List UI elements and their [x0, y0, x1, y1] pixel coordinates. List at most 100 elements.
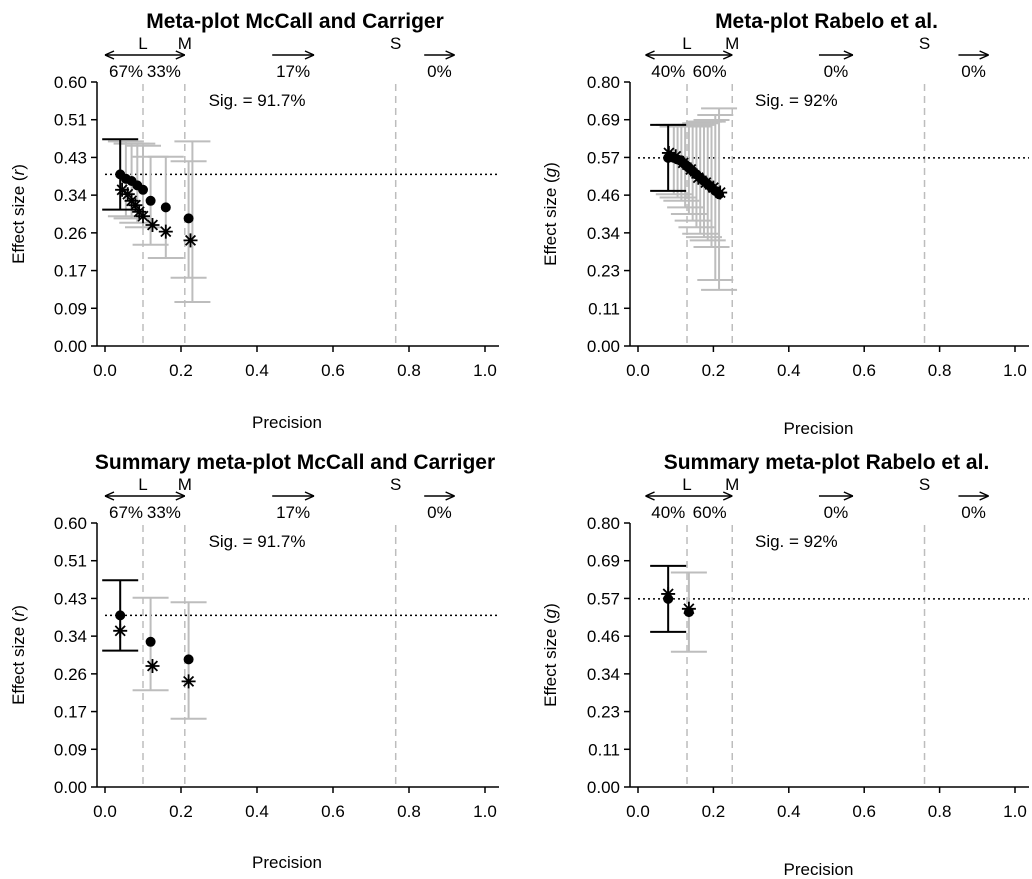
- arrow-head-right: [304, 491, 315, 501]
- data-point-star: [668, 149, 683, 164]
- region-label-L: L: [138, 475, 147, 494]
- region-percent: 40%: [651, 62, 685, 81]
- y-tick-label: 0.26: [54, 665, 87, 684]
- y-axis-label-prefix: Effect size (: [9, 616, 28, 705]
- y-tick-label: 0.69: [587, 552, 620, 571]
- y-axis-label-prefix: Effect size (: [9, 175, 28, 264]
- arrow-head-right: [304, 50, 315, 60]
- data-point-dot: [183, 213, 194, 224]
- region-percent: 0%: [824, 62, 849, 81]
- data-point-star: [128, 198, 143, 213]
- y-tick-label: 0.57: [587, 589, 620, 608]
- y-tick-label: 0.17: [54, 703, 87, 722]
- region-percent: 60%: [693, 503, 727, 522]
- data-point-dot: [138, 184, 148, 195]
- y-tick-label: 0.11: [588, 299, 620, 318]
- y-axis-label: Effect size (g): [541, 162, 560, 266]
- y-tick-label: 0.26: [54, 224, 87, 243]
- region-percent: 0%: [427, 62, 452, 81]
- x-tick-label: 0.4: [777, 361, 801, 380]
- data-point-star: [113, 623, 128, 638]
- region-label-L: L: [682, 475, 691, 494]
- y-tick-label: 0.00: [587, 778, 620, 797]
- arrow-head-right: [445, 491, 455, 501]
- arrow-head-left: [645, 491, 655, 501]
- y-axis-label-suffix: ): [9, 605, 28, 611]
- arrow-head-right: [175, 50, 186, 60]
- data-point-star: [691, 170, 706, 185]
- data-point-dot: [145, 195, 156, 206]
- region-percent: 67%: [109, 503, 143, 522]
- significance-label: Sig. = 91.7%: [209, 532, 306, 551]
- arrow-head-right: [175, 491, 186, 501]
- y-tick-label: 0.23: [587, 703, 620, 722]
- data-point-star: [681, 601, 696, 616]
- data-point-star: [145, 659, 160, 673]
- y-tick-label: 0.34: [54, 627, 87, 646]
- data-point-star: [120, 187, 135, 202]
- data-point-star: [115, 182, 130, 197]
- y-axis-label: Effect size (r): [9, 605, 28, 705]
- y-axis-label-prefix: Effect size (: [541, 618, 560, 707]
- y-axis-label-variable: r: [9, 609, 28, 616]
- data-point-star: [676, 155, 691, 170]
- y-axis-label-variable: g: [541, 167, 560, 177]
- y-tick-label: 0.80: [587, 514, 620, 533]
- y-tick-label: 0.17: [54, 262, 87, 281]
- x-tick-label: 0.0: [626, 802, 650, 821]
- y-tick-label: 0.60: [54, 73, 87, 92]
- region-percent: 0%: [961, 503, 986, 522]
- x-tick-label: 0.4: [245, 361, 269, 380]
- data-point-dot: [183, 654, 194, 665]
- y-axis-label-suffix: ): [9, 164, 28, 170]
- y-tick-label: 0.09: [54, 740, 87, 759]
- x-tick-label: 1.0: [1003, 361, 1027, 380]
- y-axis-label-suffix: ): [541, 603, 560, 609]
- region-label-S: S: [390, 475, 401, 494]
- x-tick-label: 1.0: [473, 802, 497, 821]
- x-tick-label: 0.6: [852, 361, 876, 380]
- y-tick-label: 0.60: [54, 514, 87, 533]
- arrow-head-right: [979, 50, 989, 60]
- arrow-head-right: [722, 491, 733, 501]
- chart-title: Meta-plot McCall and Carriger: [146, 10, 444, 33]
- significance-label: Sig. = 92%: [755, 532, 838, 551]
- x-tick-label: 1.0: [1003, 802, 1027, 821]
- y-tick-label: 0.69: [587, 111, 620, 130]
- region-percent: 17%: [276, 503, 310, 522]
- y-tick-label: 0.23: [587, 262, 620, 281]
- region-label-S: S: [919, 475, 930, 494]
- significance-label: Sig. = 92%: [755, 91, 838, 110]
- chart-panel-2: Meta-plot Rabelo et al. L M S 40% 60% 0% 0% Sig.…: [541, 10, 1029, 438]
- y-tick-label: 0.51: [54, 552, 87, 571]
- y-tick-label: 0.57: [587, 148, 620, 167]
- arrow-head-right: [843, 491, 854, 501]
- arrow-head-right: [979, 491, 989, 501]
- x-tick-label: 0.8: [397, 361, 421, 380]
- y-axis-label-variable: r: [9, 168, 28, 175]
- chart-title: Meta-plot Rabelo et al.: [715, 10, 938, 33]
- x-tick-label: 0.4: [245, 802, 269, 821]
- chart-title: Summary meta-plot Rabelo et al.: [664, 451, 990, 474]
- x-tick-label: 0.0: [626, 361, 650, 380]
- region-percent: 60%: [693, 62, 727, 81]
- x-tick-label: 0.4: [777, 802, 801, 821]
- y-tick-label: 0.00: [54, 778, 87, 797]
- chart-title: Summary meta-plot McCall and Carriger: [95, 451, 495, 474]
- y-tick-label: 0.51: [54, 111, 87, 130]
- x-axis-label: Precision: [784, 419, 854, 438]
- chart-panel-4: Summary meta-plot Rabelo et al.L M S 40% 60%…: [541, 451, 1029, 879]
- y-tick-label: 0.09: [54, 299, 87, 318]
- region-label-M: M: [725, 475, 739, 494]
- data-point-star: [661, 145, 676, 160]
- data-point-dot: [160, 202, 171, 213]
- x-tick-label: 0.6: [852, 802, 876, 821]
- x-axis-label: Precision: [252, 413, 322, 432]
- region-percent: 67%: [109, 62, 143, 81]
- region-percent: 40%: [651, 503, 685, 522]
- x-tick-label: 0.2: [169, 361, 193, 380]
- y-axis-label-suffix: ): [541, 162, 560, 168]
- y-tick-label: 0.46: [587, 186, 620, 205]
